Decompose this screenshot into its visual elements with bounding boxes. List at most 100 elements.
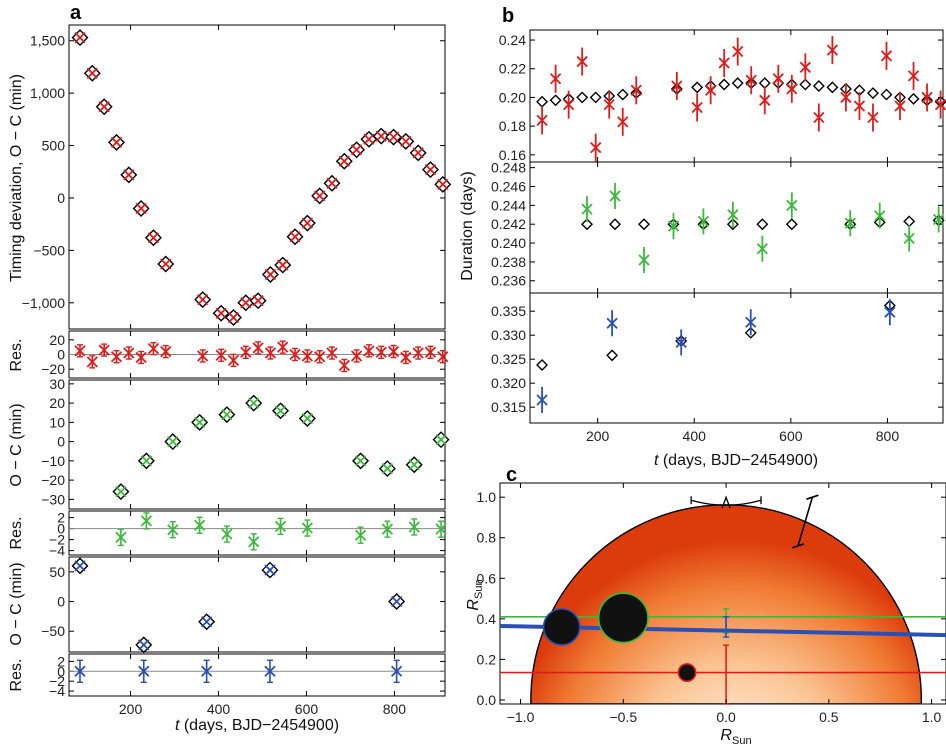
model-diamond — [589, 91, 602, 104]
y-tick-label: 0 — [57, 190, 65, 206]
x-tick-label: 1.0 — [922, 709, 942, 725]
residual-point — [274, 520, 287, 533]
rotation-arrow — [690, 499, 762, 506]
y-tick-label: 0 — [57, 663, 65, 679]
planet-d-disk — [542, 608, 581, 646]
residual-point — [74, 665, 86, 677]
data-point — [240, 297, 252, 309]
y-tick-label: 0.6 — [477, 570, 497, 586]
duration-point — [638, 254, 650, 266]
data-point — [264, 564, 276, 576]
data-point — [193, 416, 206, 428]
y-tick-label: −4 — [49, 683, 65, 699]
data-point — [435, 434, 447, 446]
axes-a3-res — [68, 653, 446, 697]
residual-point — [338, 359, 350, 372]
y-tick-label: 0.236 — [491, 273, 526, 289]
data-point — [215, 307, 227, 319]
duration-point — [884, 306, 896, 318]
y-tick-label: −20 — [41, 472, 65, 488]
y-tick-label: 1,000 — [30, 85, 65, 101]
duration-point — [691, 101, 703, 114]
y-tick-label: 20 — [49, 332, 65, 348]
y-tick-label: 0.330 — [491, 327, 526, 343]
residual-point — [221, 528, 233, 540]
y-tick-label: 0 — [57, 434, 65, 450]
ylabel-timing: Timing deviation, O − C (min) — [8, 74, 25, 282]
model-diamond — [549, 94, 562, 107]
ylabel-res-2: Res. — [8, 517, 25, 550]
xlabel-c-sub: Sun — [732, 735, 752, 747]
model-diamond — [785, 218, 798, 231]
panel-c-label: c — [506, 464, 517, 486]
data-point — [74, 31, 86, 44]
ylabel-res-3: Res. — [8, 659, 25, 692]
x-tick-label: −0.5 — [609, 709, 637, 725]
residual-point — [160, 345, 172, 358]
duration-point — [874, 210, 886, 222]
data-point — [264, 268, 277, 281]
y-tick-label: −1,000 — [22, 295, 65, 311]
xlabel-b: t (days, BJD−2454900) — [654, 452, 818, 469]
residual-point — [240, 346, 252, 358]
residual-point — [326, 347, 338, 359]
residual-point — [264, 665, 276, 677]
x-tick-label: 0.0 — [716, 709, 736, 725]
data-point — [147, 232, 160, 244]
y-tick-label: 0.24 — [499, 32, 526, 48]
residual-point — [74, 345, 86, 357]
x-tick-label: 800 — [876, 428, 900, 444]
duration-point — [705, 84, 717, 96]
y-tick-label: −50 — [41, 623, 65, 639]
duration-point — [844, 217, 856, 229]
model-diamond — [536, 358, 549, 371]
duration-point — [536, 394, 548, 406]
axes-a3 — [68, 556, 446, 653]
ylabel-oc-2: O − C (min) — [8, 403, 25, 486]
duration-point — [759, 94, 771, 106]
data-point — [227, 311, 240, 324]
data-point — [326, 177, 338, 189]
residual-point — [301, 350, 313, 362]
residual-point — [354, 529, 367, 541]
model-diamond — [581, 218, 593, 231]
duration-point — [921, 91, 933, 104]
residual-point — [437, 351, 449, 363]
x-tick-label: 0.5 — [819, 709, 839, 725]
y-tick-label: 2 — [57, 510, 65, 526]
x-tick-label: −1.0 — [507, 709, 535, 725]
model-diamond — [718, 78, 731, 91]
data-point — [221, 409, 233, 421]
model-diamond — [638, 218, 650, 231]
duration-point — [934, 98, 946, 111]
data-point — [167, 435, 179, 448]
duration-point — [671, 80, 683, 92]
data-point — [301, 217, 313, 229]
residual-point — [435, 523, 447, 535]
y-tick-label: 0.248 — [491, 160, 526, 176]
data-point — [252, 295, 264, 307]
panel-a-label: a — [70, 2, 82, 24]
y-tick-label: 0.335 — [491, 303, 526, 319]
y-tick-label: 0 — [57, 347, 65, 363]
residual-point — [110, 351, 123, 363]
duration-point — [536, 114, 548, 127]
data-point — [354, 455, 367, 467]
x-tick-label: 600 — [779, 428, 803, 444]
residual-point — [289, 348, 301, 361]
duration-point — [563, 98, 575, 111]
residual-point — [387, 345, 400, 358]
residual-point — [350, 350, 363, 362]
data-point — [408, 459, 420, 471]
residual-point — [264, 347, 277, 359]
residual-point — [98, 344, 110, 356]
x-tick-label: 200 — [586, 428, 610, 444]
residual-point — [140, 515, 153, 527]
data-point — [390, 595, 403, 608]
model-diamond — [907, 92, 920, 105]
y-tick-label: 10 — [49, 414, 65, 430]
y-tick-label: 0.4 — [477, 611, 497, 627]
data-point — [248, 397, 260, 409]
y-tick-label: −500 — [33, 242, 65, 258]
